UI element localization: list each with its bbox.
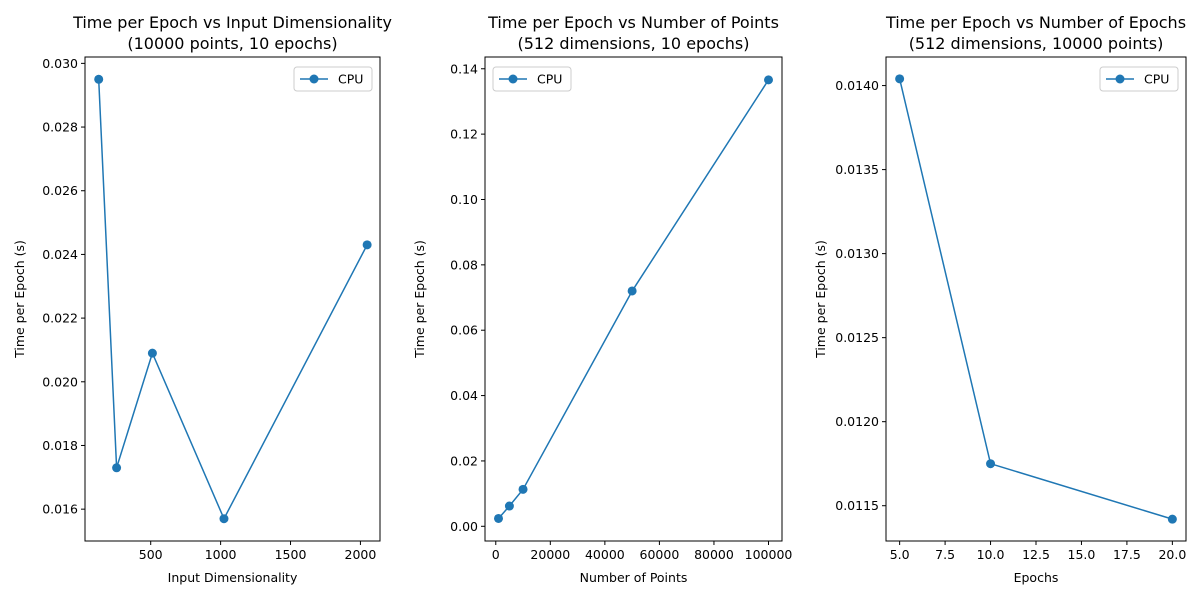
x-tick-label: 15.0 xyxy=(1068,547,1096,562)
series-line-cpu xyxy=(898,78,1173,520)
y-tick-label: 0.10 xyxy=(450,192,478,207)
y-tick-label: 0.0125 xyxy=(835,330,879,345)
x-axis-label: Input Dimensionality xyxy=(168,570,298,585)
legend-box xyxy=(1099,66,1179,92)
data-point xyxy=(518,484,528,494)
x-tick-label: 1500 xyxy=(275,547,307,562)
chart-panel-2: Time per Epoch vs Number of Points (512 d… xyxy=(412,13,792,585)
data-point xyxy=(627,286,637,296)
x-tick-label: 20.0 xyxy=(1158,547,1186,562)
chart-panel-1: Time per Epoch vs Input Dimensionality (1… xyxy=(12,13,392,585)
y-tick-label: 0.08 xyxy=(450,257,478,272)
x-tick-label: 12.5 xyxy=(1022,547,1050,562)
y-tick-label: 0.0140 xyxy=(835,78,879,93)
chart-title-line: (10000 points, 10 epochs) xyxy=(127,34,337,53)
x-axis-label: Epochs xyxy=(1014,570,1059,585)
y-tick-label: 0.0120 xyxy=(835,414,879,429)
chart-title-line: (512 dimensions, 10 epochs) xyxy=(517,34,749,53)
y-tick-label: 0.022 xyxy=(42,311,78,326)
x-tick-label: 100000 xyxy=(745,547,793,562)
legend: CPU xyxy=(1099,66,1179,92)
y-tick-label: 0.0135 xyxy=(835,162,879,177)
y-tick-label: 0.00 xyxy=(450,519,478,534)
legend-box xyxy=(293,66,373,92)
data-point xyxy=(147,348,157,358)
legend-marker xyxy=(309,74,319,84)
y-tick-label: 0.018 xyxy=(42,438,78,453)
y-axis-label: Time per Epoch (s) xyxy=(12,240,27,359)
data-point xyxy=(94,74,104,84)
x-tick-label: 7.5 xyxy=(935,547,955,562)
y-tick-label: 0.14 xyxy=(450,61,478,76)
y-axis-label: Time per Epoch (s) xyxy=(412,240,427,359)
data-point xyxy=(986,459,996,469)
y-tick-label: 0.016 xyxy=(42,502,78,517)
chart-title-line: Time per Epoch vs Input Dimensionality xyxy=(72,13,392,32)
data-point xyxy=(494,513,503,523)
y-tick-label: 0.030 xyxy=(42,56,78,71)
legend-marker xyxy=(1115,74,1125,84)
y-tick-label: 0.12 xyxy=(450,127,478,142)
chart-title-line: Time per Epoch vs Number of Points xyxy=(487,13,779,32)
data-point xyxy=(219,514,229,524)
legend-box xyxy=(492,66,572,92)
x-tick-label: 5.0 xyxy=(890,547,910,562)
y-axis-label: Time per Epoch (s) xyxy=(813,240,828,359)
y-tick-label: 0.02 xyxy=(450,453,478,468)
legend: CPU xyxy=(293,66,373,92)
x-tick-label: 2000 xyxy=(345,547,377,562)
y-tick-label: 0.026 xyxy=(42,183,78,198)
axes-frame xyxy=(84,56,381,542)
data-point xyxy=(362,240,372,250)
y-tick-label: 0.04 xyxy=(450,388,478,403)
y-tick-label: 0.06 xyxy=(450,323,478,338)
x-tick-label: 1000 xyxy=(205,547,237,562)
x-axis-label: Number of Points xyxy=(580,570,688,585)
legend: CPU xyxy=(492,66,572,92)
x-tick-label: 40000 xyxy=(585,547,625,562)
legend-label: CPU xyxy=(1144,72,1169,87)
axes-frame xyxy=(885,56,1187,542)
x-tick-label: 0 xyxy=(492,547,500,562)
y-tick-label: 0.020 xyxy=(42,374,78,389)
chart-title-line: (512 dimensions, 10000 points) xyxy=(909,34,1164,53)
y-tick-label: 0.028 xyxy=(42,120,78,135)
y-tick-label: 0.024 xyxy=(42,247,78,262)
data-point xyxy=(895,74,905,84)
y-tick-label: 0.0115 xyxy=(835,498,879,513)
legend-marker xyxy=(508,74,518,84)
series-line-cpu xyxy=(97,79,368,521)
chart-panel-3: Time per Epoch vs Number of Epochs (512 d… xyxy=(813,13,1187,585)
data-point xyxy=(112,463,122,473)
x-tick-label: 20000 xyxy=(530,547,570,562)
legend-label: CPU xyxy=(537,72,562,87)
x-tick-label: 80000 xyxy=(694,547,734,562)
series-line-cpu xyxy=(497,79,770,519)
x-tick-label: 60000 xyxy=(640,547,680,562)
data-point xyxy=(764,75,773,85)
data-point xyxy=(504,501,514,511)
legend-label: CPU xyxy=(338,72,363,87)
chart-title-line: Time per Epoch vs Number of Epochs xyxy=(885,13,1186,32)
y-tick-label: 0.0130 xyxy=(835,246,879,261)
x-tick-label: 10.0 xyxy=(977,547,1005,562)
x-tick-label: 500 xyxy=(139,547,163,562)
x-tick-label: 17.5 xyxy=(1113,547,1141,562)
axes-frame xyxy=(484,56,783,542)
data-point xyxy=(1167,514,1177,524)
